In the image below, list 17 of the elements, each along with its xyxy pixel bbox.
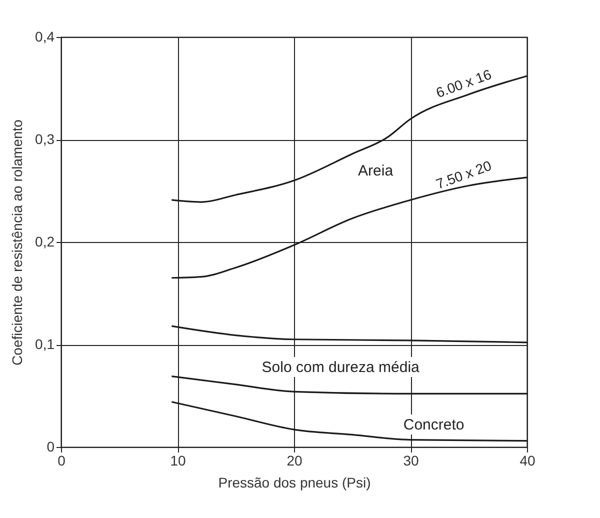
x-tick-label: 10: [170, 452, 186, 468]
y-tick-label: 0: [46, 438, 55, 454]
y-tick-label: 0,4: [35, 28, 55, 44]
x-axis-title: Pressão dos pneus (Psi): [218, 474, 371, 490]
annotation: Concreto: [403, 416, 464, 434]
x-tick-label: 30: [403, 452, 419, 468]
y-tick-label: 0,2: [35, 234, 55, 250]
text: 7.50 x 20: [434, 157, 494, 192]
x-tick-label: 40: [520, 452, 536, 468]
annotation: Solo com dureza média: [262, 359, 420, 376]
text: 6.00 x 16: [434, 66, 494, 101]
y-axis-title: Coeficiente de resistência ao rolamento: [9, 119, 26, 366]
x-tick-label: 0: [58, 452, 66, 468]
y-tick-label: 0,3: [35, 131, 55, 147]
x-tick-label: 20: [286, 452, 302, 468]
annotation: Areia: [358, 162, 394, 180]
y-tick-label: 0,1: [35, 336, 55, 352]
